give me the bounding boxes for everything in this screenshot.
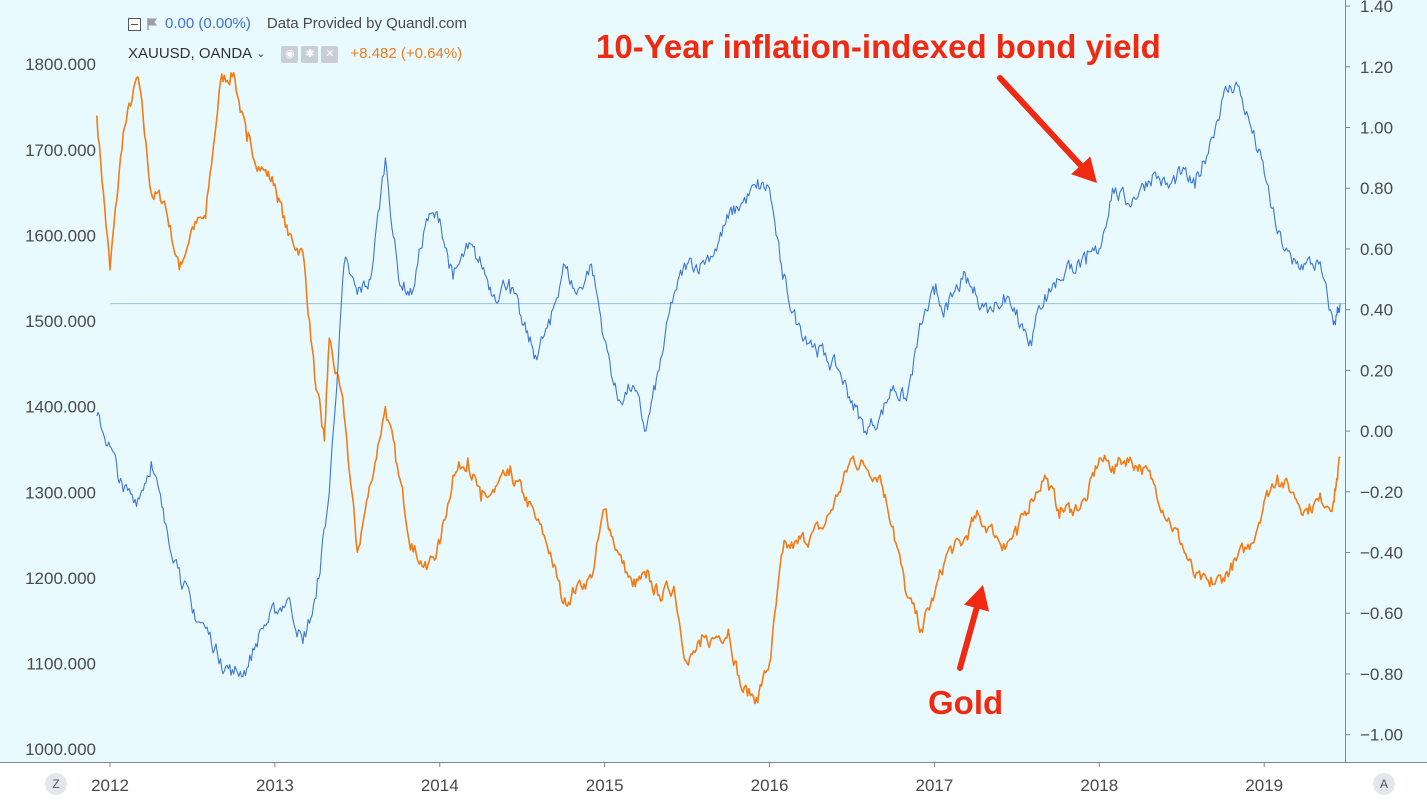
right-axis-tick-label: −0.60 [1360, 604, 1403, 623]
time-axis-tick-label: 2015 [586, 776, 624, 795]
right-axis-tick-label: 0.80 [1360, 179, 1393, 198]
auto-scale-button[interactable]: A [1373, 773, 1395, 795]
gold-arrow-shaft [957, 605, 980, 671]
plot-background [0, 0, 1427, 762]
right-axis-tick-label: −0.80 [1360, 665, 1403, 684]
annotation-arrows [957, 75, 1097, 671]
left-axis-tick-label: 1400.000 [25, 398, 96, 417]
right-axis-tick-label: −0.40 [1360, 544, 1403, 563]
indicator-value: 0.00 (0.00%) [165, 15, 251, 32]
data-source-label: Data Provided by Quandl.com [266, 15, 467, 32]
time-axis-tick-label: 2014 [421, 776, 459, 795]
gold-annotation: Gold [928, 684, 1004, 721]
price-change: +8.482 (+0.64%) [350, 45, 463, 62]
close-icon[interactable]: ✕ [321, 45, 339, 63]
left-axis-tick-label: 1700.000 [25, 141, 96, 160]
right-axis-tick-label: 0.00 [1360, 422, 1393, 441]
zoom-reset-button[interactable]: Z [45, 773, 67, 795]
time-axis-tick-label: 2012 [91, 776, 129, 795]
gear-icon[interactable]: ✱ [301, 45, 319, 63]
bond-yield-annotation: 10-Year inflation-indexed bond yield [596, 28, 1161, 65]
left-axis-tick-label: 1200.000 [25, 569, 96, 588]
bond-yield-arrow [997, 75, 1097, 183]
gold-arrow [957, 585, 990, 671]
gold-series-line [96, 72, 1341, 705]
right-axis-tick-label: 1.40 [1360, 0, 1393, 16]
right-scale-background [1345, 0, 1427, 762]
right-axis-tick-label: 0.20 [1360, 361, 1393, 380]
bond-yield-arrow-head [1071, 156, 1097, 183]
eye-icon[interactable]: ◉ [281, 45, 299, 63]
legend-row-indicator: 0.00 (0.00%) Data Provided by Quandl.com [128, 12, 467, 36]
right-axis-tick-label: −0.20 [1360, 483, 1403, 502]
right-axis-tick-label: −1.00 [1360, 726, 1403, 745]
gold-arrow-head [964, 585, 990, 612]
flag-icon[interactable] [147, 17, 159, 31]
left-axis-tick-label: 1100.000 [26, 655, 96, 674]
series-layer [96, 72, 1341, 705]
left-axis-tick-label: 1500.000 [25, 312, 96, 331]
time-axis-tick-label: 2017 [916, 776, 954, 795]
legend: 0.00 (0.00%) Data Provided by Quandl.com… [128, 12, 467, 66]
right-axis-tick-label: 1.20 [1360, 58, 1393, 77]
time-axis-tick-label: 2016 [751, 776, 789, 795]
collapse-icon[interactable] [128, 17, 141, 31]
bond-yield-arrow-shaft [997, 75, 1084, 169]
left-axis-tick-label: 1300.000 [25, 483, 96, 502]
time-axis-tick-label: 2019 [1245, 776, 1283, 795]
left-axis-tick-label: 1800.000 [25, 55, 96, 74]
series-controls: ◉ ✱ ✕ [281, 45, 339, 63]
left-axis-tick-label: 1000.000 [25, 740, 96, 759]
symbol-name[interactable]: XAUUSD, OANDA [128, 45, 253, 62]
left-axis-tick-label: 1600.000 [25, 226, 96, 245]
right-axis-tick-label: 0.40 [1360, 301, 1393, 320]
time-axis-tick-label: 2013 [256, 776, 294, 795]
right-price-scale[interactable] [1345, 0, 1427, 762]
bond-yield-series-line [96, 81, 1341, 678]
chevron-down-icon[interactable]: ⌄ [256, 48, 266, 60]
legend-row-symbol: XAUUSD, OANDA ⌄ ◉ ✱ ✕ +8.482 (+0.64%) [128, 42, 467, 66]
right-axis-tick-label: 1.00 [1360, 119, 1393, 138]
right-axis-tick-label: 0.60 [1360, 240, 1393, 259]
time-axis-tick-label: 2018 [1080, 776, 1118, 795]
